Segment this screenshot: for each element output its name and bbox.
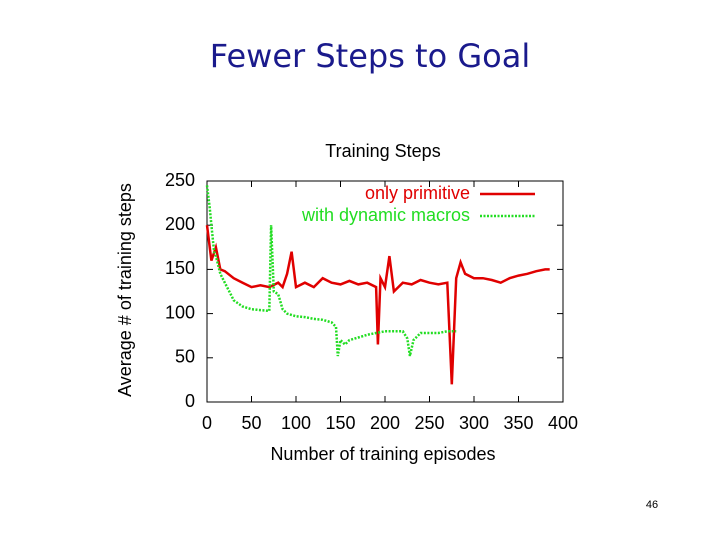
series-line — [205, 185, 457, 357]
x-tick-label: 150 — [325, 413, 355, 433]
legend-label: with dynamic macros — [301, 205, 470, 225]
x-tick-label: 300 — [459, 413, 489, 433]
y-tick-label: 150 — [165, 258, 195, 278]
y-tick-label: 0 — [185, 391, 195, 411]
x-tick-label: 350 — [503, 413, 533, 433]
x-axis-label: Number of training episodes — [270, 444, 495, 464]
x-tick-label: 100 — [281, 413, 311, 433]
y-tick-label: 200 — [165, 214, 195, 234]
y-tick-label: 250 — [165, 170, 195, 190]
x-tick-label: 250 — [414, 413, 444, 433]
series-line — [205, 225, 550, 385]
y-axis-label: Average # of training steps — [115, 183, 135, 397]
x-tick-label: 0 — [202, 413, 212, 433]
page-number: 46 — [646, 499, 658, 511]
x-tick-label: 200 — [370, 413, 400, 433]
legend-label: only primitive — [365, 183, 470, 203]
y-tick-label: 100 — [165, 302, 195, 322]
x-tick-label: 400 — [548, 413, 578, 433]
chart-title: Training Steps — [325, 141, 440, 161]
y-tick-label: 50 — [175, 347, 195, 367]
x-tick-label: 50 — [241, 413, 261, 433]
slide-title: Fewer Steps to Goal — [210, 37, 530, 75]
